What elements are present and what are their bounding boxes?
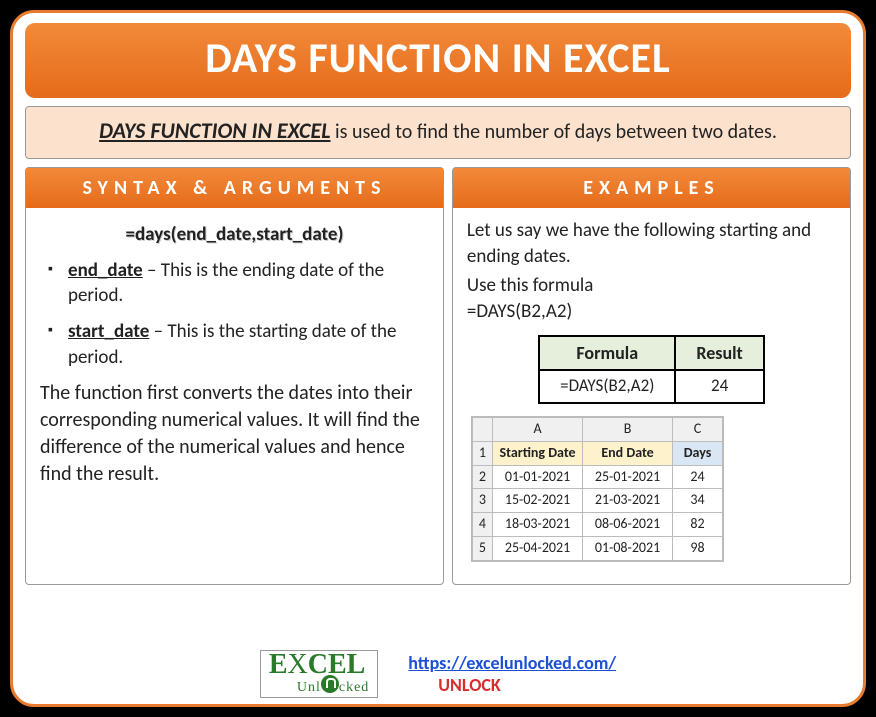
- excel-col-letter: C: [673, 417, 723, 441]
- footer-unlock: UNLOCK: [438, 674, 500, 696]
- argument-name: end_date: [68, 259, 143, 282]
- table-cell: =DAYS(B2,A2): [539, 370, 675, 403]
- excel-header-cell: End Date: [583, 441, 673, 465]
- excel-cell: 08-06-2021: [583, 513, 673, 537]
- excel-cell: 24: [673, 465, 723, 489]
- excel-cell: 18-03-2021: [493, 513, 583, 537]
- infographic-card: DAYS FUNCTION IN EXCEL DAYS FUNCTION IN …: [10, 10, 866, 707]
- argument-item: start_date – This is the starting date o…: [46, 319, 429, 370]
- page-title: DAYS FUNCTION IN EXCEL: [25, 33, 851, 84]
- examples-header: EXAMPLES: [453, 168, 850, 208]
- excel-col-letter: A: [493, 417, 583, 441]
- excel-cell: 82: [673, 513, 723, 537]
- excel-header-cell: Days: [673, 441, 723, 465]
- description-lead: DAYS FUNCTION IN EXCEL: [99, 117, 330, 144]
- syntax-explanation: The function first converts the dates in…: [40, 380, 429, 488]
- excel-col-letter: B: [583, 417, 673, 441]
- title-bar: DAYS FUNCTION IN EXCEL: [25, 23, 851, 98]
- footer-right: https://excelunlocked.com/ UNLOCK: [408, 652, 616, 696]
- description-bar: DAYS FUNCTION IN EXCEL is used to find t…: [25, 106, 851, 159]
- excel-cell: 01-01-2021: [493, 465, 583, 489]
- syntax-header: SYNTAX & ARGUMENTS: [26, 168, 443, 208]
- excel-cell: 98: [673, 537, 723, 561]
- syntax-column: SYNTAX & ARGUMENTS =days(end_date,start_…: [25, 167, 444, 585]
- footer-link[interactable]: https://excelunlocked.com/: [408, 652, 616, 674]
- table-cell: 24: [675, 370, 763, 403]
- excel-row-num: 5: [472, 537, 492, 561]
- syntax-body: =days(end_date,start_date) end_date – Th…: [26, 208, 443, 502]
- excel-row-num: 4: [472, 513, 492, 537]
- excel-row-num: 1: [472, 441, 492, 465]
- logo: EXCEL Unlcked: [260, 650, 378, 698]
- excel-row-num: 2: [472, 465, 492, 489]
- argument-name: start_date: [68, 320, 149, 343]
- argument-item: end_date – This is the ending date of th…: [46, 258, 429, 309]
- excel-cell: 21-03-2021: [583, 489, 673, 513]
- excel-cell: 34: [673, 489, 723, 513]
- syntax-formula: =days(end_date,start_date): [40, 218, 429, 258]
- formula-result-table: Formula Result =DAYS(B2,A2) 24: [538, 335, 765, 404]
- table-header: Formula: [539, 336, 675, 370]
- examples-body: Let us say we have the following startin…: [453, 208, 850, 584]
- argument-list: end_date – This is the ending date of th…: [40, 258, 429, 371]
- examples-column: EXAMPLES Let us say we have the followin…: [452, 167, 851, 585]
- excel-cell: 25-04-2021: [493, 537, 583, 561]
- excel-grid-wrap: A B C 1 Starting Date End Date Days 2: [471, 416, 724, 562]
- excel-header-cell: Starting Date: [493, 441, 583, 465]
- example-use-line: Use this formula: [467, 273, 836, 299]
- excel-corner: [472, 417, 492, 441]
- excel-row-num: 3: [472, 489, 492, 513]
- example-intro: Let us say we have the following startin…: [467, 218, 836, 269]
- columns: SYNTAX & ARGUMENTS =days(end_date,start_…: [25, 167, 851, 585]
- lock-icon: [321, 675, 339, 693]
- excel-grid: A B C 1 Starting Date End Date Days 2: [472, 417, 723, 561]
- description-rest: is used to find the number of days betwe…: [331, 120, 777, 144]
- table-header: Result: [675, 336, 763, 370]
- excel-cell: 25-01-2021: [583, 465, 673, 489]
- footer: EXCEL Unlcked https://excelunlocked.com/…: [13, 650, 863, 698]
- example-formula: =DAYS(B2,A2): [467, 299, 836, 325]
- excel-cell: 15-02-2021: [493, 489, 583, 513]
- logo-text-sub: Unlcked: [297, 675, 369, 695]
- excel-cell: 01-08-2021: [583, 537, 673, 561]
